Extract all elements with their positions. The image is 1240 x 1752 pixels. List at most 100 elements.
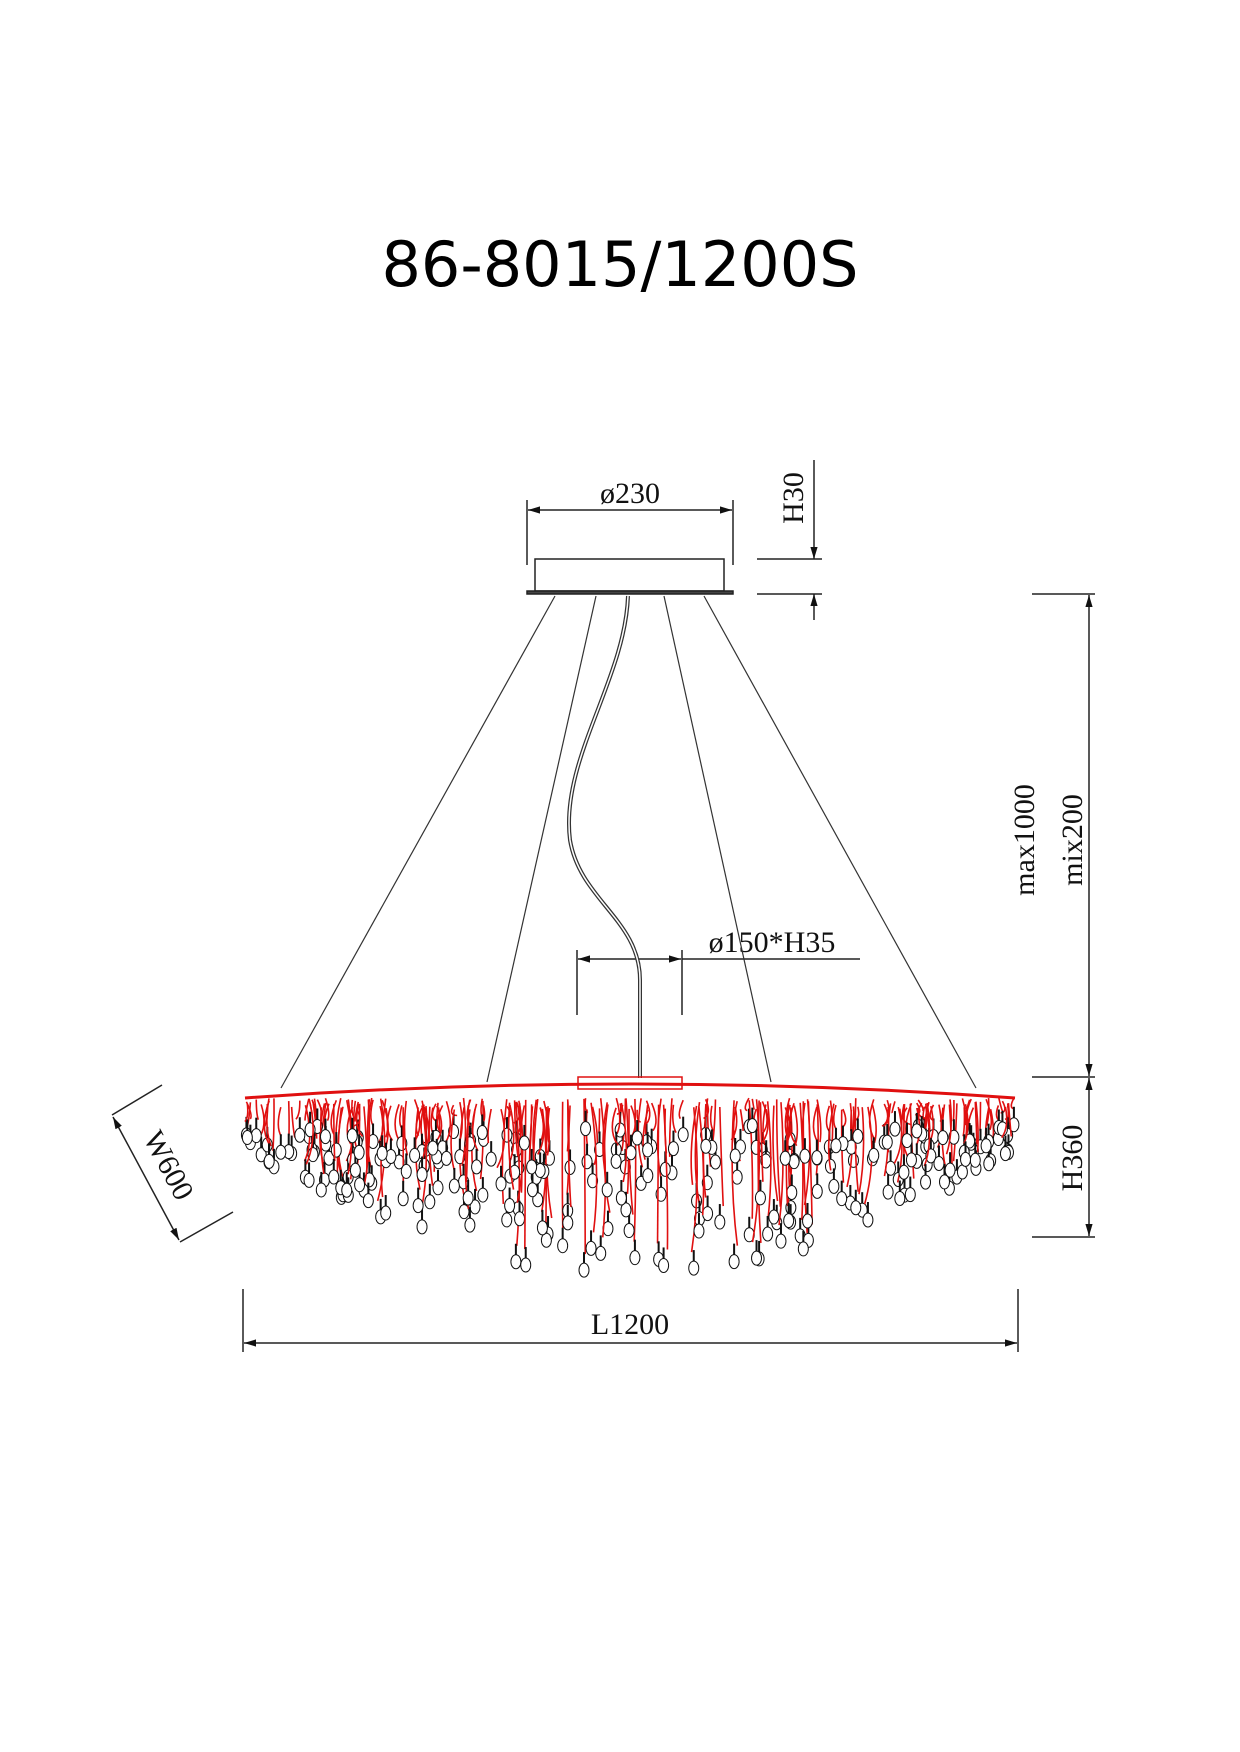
crystal-drop <box>416 1219 428 1235</box>
crystal-drop <box>564 1159 576 1175</box>
frame-branch <box>759 1102 764 1182</box>
frame-branch <box>351 1099 357 1121</box>
crystal-drop <box>495 1176 507 1192</box>
frame-branch <box>354 1101 360 1122</box>
crystal-drop <box>354 1177 366 1193</box>
frame-branch <box>591 1106 599 1166</box>
frame-branch <box>330 1099 338 1135</box>
frame-branch <box>939 1107 944 1123</box>
crystal-drop <box>828 1178 840 1194</box>
crystal-drop <box>729 1148 741 1164</box>
frame-branch <box>678 1099 684 1120</box>
crystal-drop <box>448 1178 460 1194</box>
crystal-drop <box>658 1257 670 1273</box>
frame-branch <box>590 1102 598 1233</box>
frame-branch <box>730 1106 738 1141</box>
crystal-drop <box>693 1223 705 1239</box>
crystal-drop <box>464 1217 476 1233</box>
crystal-drop <box>514 1211 526 1227</box>
crystal-drop <box>882 1184 894 1200</box>
frame-branch <box>778 1102 784 1226</box>
frame-branch <box>748 1100 754 1219</box>
crystal-drop <box>999 1146 1011 1162</box>
crystal-drop <box>850 1200 862 1216</box>
frame-branch <box>650 1102 657 1132</box>
crystal-drop <box>349 1162 361 1178</box>
frame-branch <box>332 1103 336 1162</box>
frame-branch <box>868 1099 876 1140</box>
frame-branch <box>507 1102 515 1190</box>
frame-branch <box>598 1108 601 1134</box>
frame-branch <box>964 1099 971 1126</box>
frame-branch <box>917 1099 924 1112</box>
crystal-drop <box>601 1182 613 1198</box>
frame-branch <box>850 1109 853 1132</box>
frame-branch <box>520 1105 526 1127</box>
length-dimension <box>242 1289 1019 1352</box>
frame-branch <box>929 1105 934 1141</box>
crystal-drop <box>905 1152 917 1168</box>
frame-branch <box>305 1098 314 1165</box>
frame-branch <box>775 1099 782 1207</box>
frame-branch <box>435 1105 443 1142</box>
frame-branch <box>751 1099 761 1243</box>
crystal-drop <box>911 1123 923 1139</box>
frame-branch <box>487 1108 492 1144</box>
frame-branch <box>816 1099 822 1143</box>
frame-branch <box>962 1107 966 1137</box>
frame-branch <box>461 1097 467 1166</box>
crystal-drop <box>412 1198 424 1214</box>
crystal-drop <box>520 1257 532 1273</box>
frame-branch <box>963 1103 969 1144</box>
crystal-drop <box>485 1151 497 1167</box>
crystal-drop <box>315 1182 327 1198</box>
frame-branch <box>524 1099 527 1250</box>
crystal-drop <box>868 1147 880 1163</box>
crystal-drop <box>779 1150 791 1166</box>
crystal-drop <box>728 1254 740 1270</box>
crystal-drop <box>889 1121 901 1137</box>
frame-branch <box>731 1100 739 1246</box>
suspension-dimension <box>1032 593 1095 1078</box>
crystal-drop <box>811 1150 823 1166</box>
canopy-height-label: H30 <box>777 472 810 524</box>
frame-branch <box>784 1107 792 1143</box>
crystal-drop <box>255 1147 267 1163</box>
crystal-drop <box>960 1151 972 1167</box>
crystal-drop <box>620 1202 632 1218</box>
crystal-drop <box>536 1220 548 1236</box>
crystal-drop <box>303 1172 315 1188</box>
crystal-drop <box>938 1174 950 1190</box>
crystal-drop <box>631 1130 643 1146</box>
crystal-drop <box>623 1223 635 1239</box>
crystal-drop <box>540 1232 552 1248</box>
canopy-height-dimension <box>757 460 822 620</box>
frame-branch <box>450 1104 458 1117</box>
crystal-drop <box>380 1205 392 1221</box>
suspension-max-label: max1000 <box>1008 784 1041 896</box>
frame-branch <box>583 1098 587 1255</box>
frame-branch <box>616 1103 622 1115</box>
crystal-drop <box>476 1125 488 1141</box>
frame-branch <box>263 1100 271 1146</box>
frame-branch <box>496 1108 506 1169</box>
center-base <box>577 1076 683 1090</box>
frame-branch <box>517 1105 523 1193</box>
length-label: L1200 <box>591 1308 669 1341</box>
crystal-drop <box>471 1159 483 1175</box>
frame-branch <box>290 1106 296 1138</box>
body-height-dimension <box>1032 1078 1095 1238</box>
crystal-drop <box>894 1190 906 1206</box>
crystal-drop <box>501 1127 513 1143</box>
crystal-drop <box>595 1245 607 1261</box>
frame-branch <box>628 1108 634 1215</box>
canopy-diameter-label: ø230 <box>600 477 660 510</box>
model-title: 86-8015/1200S <box>381 228 859 301</box>
crystal-drop <box>416 1167 428 1183</box>
crystal-drop <box>751 1250 763 1266</box>
crystal-drop <box>250 1128 262 1144</box>
crystal-drop <box>510 1254 522 1270</box>
frame-branch <box>584 1098 589 1114</box>
crystal-drop <box>920 1174 932 1190</box>
